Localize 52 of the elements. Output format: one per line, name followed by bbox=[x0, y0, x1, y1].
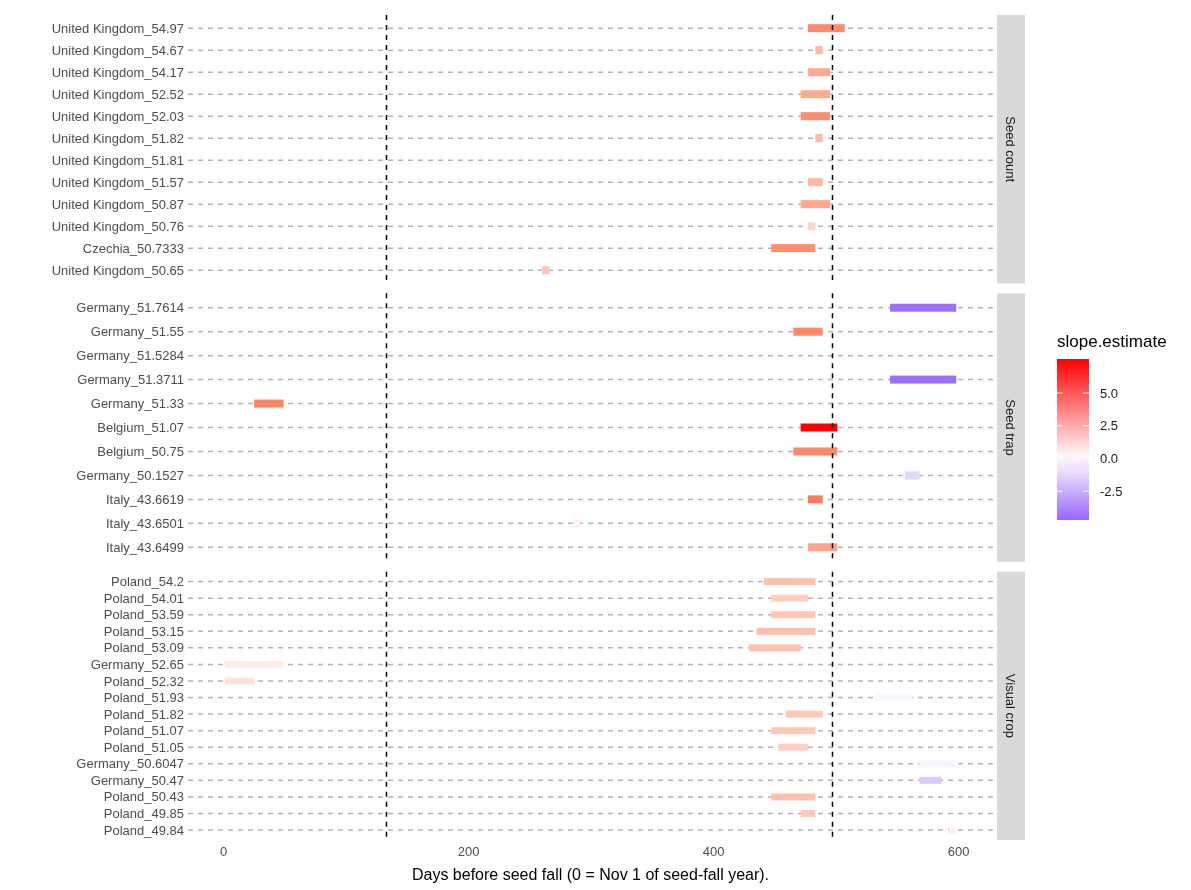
y-tick-label: Germany_52.65 bbox=[90, 656, 184, 672]
x-axis-title: Days before seed fall (0 = Nov 1 of seed-fall year). bbox=[411, 866, 770, 883]
y-tick-label: Germany_50.6047 bbox=[76, 756, 184, 772]
y-tick-label: Germany_51.7614 bbox=[76, 300, 184, 316]
y-tick-label: Germany_51.55 bbox=[90, 324, 184, 340]
y-tick-label: United Kingdom_51.82 bbox=[51, 130, 184, 146]
y-tick-label: Poland_51.07 bbox=[103, 723, 184, 739]
y-tick-label: United Kingdom_50.87 bbox=[51, 196, 184, 212]
x-tick-label: 200 bbox=[457, 844, 480, 859]
color-bar-label: 5.0 bbox=[1100, 385, 1119, 401]
y-tick-label: Czechia_50.7333 bbox=[82, 240, 184, 256]
y-tick-label: Poland_51.93 bbox=[103, 690, 184, 706]
y-tick-label: Italy_43.6499 bbox=[105, 539, 184, 555]
y-tick-label: Poland_49.84 bbox=[103, 822, 184, 838]
y-tick-label: Belgium_50.75 bbox=[97, 444, 184, 460]
y-tick-label: United Kingdom_54.97 bbox=[51, 20, 184, 36]
y-tick-label: Poland_50.43 bbox=[103, 789, 184, 805]
x-tick-label: 0 bbox=[219, 844, 228, 859]
color-bar-title: slope.estimate bbox=[1057, 332, 1167, 351]
color-bar-label: 0.0 bbox=[1100, 451, 1119, 467]
y-tick-label: Germany_51.3711 bbox=[77, 372, 184, 388]
y-tick-label: Poland_53.15 bbox=[103, 623, 184, 639]
y-tick-label: Italy_43.6619 bbox=[105, 491, 184, 507]
y-tick-label: Germany_51.5284 bbox=[76, 348, 184, 364]
y-tick-label: Poland_54.01 bbox=[103, 590, 184, 606]
y-tick-label: United Kingdom_50.65 bbox=[51, 262, 184, 278]
y-tick-label: United Kingdom_50.76 bbox=[51, 218, 184, 234]
y-tick-label: United Kingdom_51.57 bbox=[51, 174, 184, 190]
y-tick-label: United Kingdom_54.67 bbox=[51, 42, 184, 58]
text: Seed count bbox=[1003, 116, 1019, 183]
text: Visual crop bbox=[1003, 673, 1019, 738]
y-tick-label: Germany_50.47 bbox=[90, 772, 184, 788]
y-tick-label: Poland_54.2 bbox=[110, 574, 184, 590]
x-tick-label: 600 bbox=[947, 844, 970, 859]
y-tick-label: Poland_52.32 bbox=[103, 673, 184, 689]
y-tick-label: Germany_50.1527 bbox=[76, 467, 184, 483]
x-tick-label: 400 bbox=[702, 844, 725, 859]
y-tick-label: Poland_49.85 bbox=[103, 806, 184, 822]
text: Seed trap bbox=[1003, 399, 1019, 456]
y-tick-label: Germany_51.33 bbox=[90, 396, 184, 412]
y-tick-label: United Kingdom_52.03 bbox=[51, 108, 184, 124]
y-tick-label: United Kingdom_52.52 bbox=[51, 86, 184, 102]
y-tick-label: Poland_53.59 bbox=[103, 607, 184, 623]
y-tick-label: United Kingdom_51.81 bbox=[51, 152, 184, 168]
y-tick-label: Poland_53.09 bbox=[103, 640, 184, 656]
color-bar-label: -2.5 bbox=[1100, 483, 1123, 499]
y-tick-label: Belgium_51.07 bbox=[97, 420, 184, 436]
y-tick-label: Poland_51.82 bbox=[103, 706, 184, 722]
y-tick-label: Poland_51.05 bbox=[103, 739, 184, 755]
y-tick-label: United Kingdom_54.17 bbox=[51, 64, 184, 80]
color-bar-label: 2.5 bbox=[1100, 418, 1119, 434]
y-tick-label: Italy_43.6501 bbox=[105, 515, 184, 531]
